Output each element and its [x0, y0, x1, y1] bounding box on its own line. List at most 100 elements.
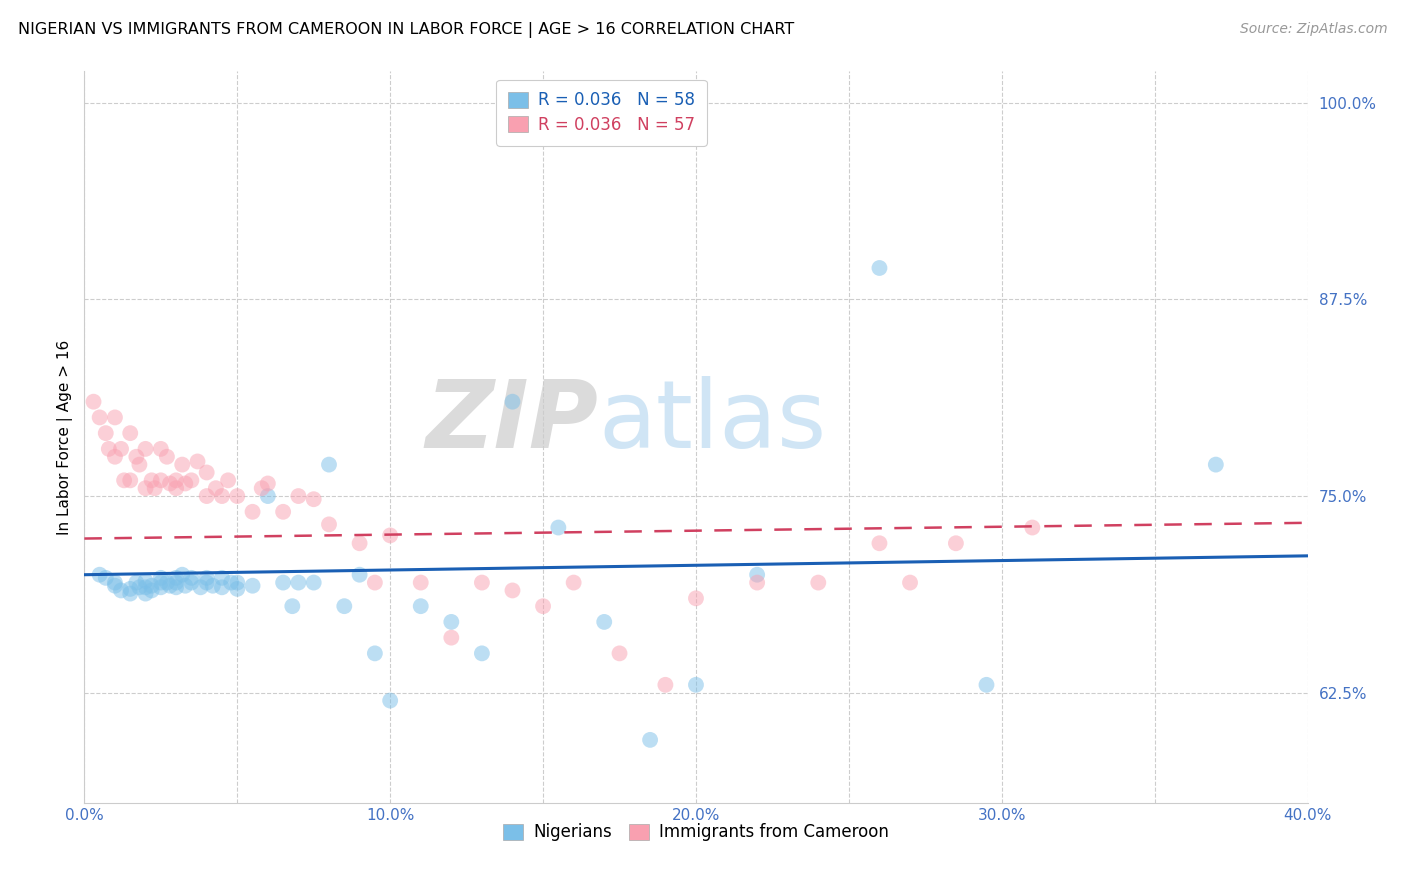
Point [135, 580, 157, 594]
Point [471, 575, 494, 590]
Point [172, 458, 194, 472]
Point [440, 631, 463, 645]
Point [195, 575, 218, 590]
Point [609, 646, 631, 660]
Point [257, 476, 280, 491]
Text: atlas: atlas [598, 376, 827, 468]
Point [547, 520, 569, 534]
Point [104, 575, 127, 590]
Point [302, 575, 325, 590]
Text: NIGERIAN VS IMMIGRANTS FROM CAMEROON IN LABOR FORCE | AGE > 16 CORRELATION CHART: NIGERIAN VS IMMIGRANTS FROM CAMEROON IN … [18, 22, 794, 38]
Point [271, 575, 294, 590]
Point [110, 442, 132, 456]
Point [190, 580, 212, 594]
Point [287, 489, 309, 503]
Point [143, 481, 166, 495]
Point [898, 575, 921, 590]
Point [593, 615, 616, 629]
Point [165, 571, 187, 585]
Point [257, 489, 280, 503]
Point [125, 450, 148, 464]
Point [165, 575, 187, 590]
Point [97, 442, 120, 456]
Point [747, 575, 769, 590]
Point [104, 450, 127, 464]
Point [120, 426, 142, 441]
Point [195, 466, 218, 480]
Point [135, 586, 157, 600]
Point [165, 473, 187, 487]
Point [976, 678, 998, 692]
Point [149, 571, 172, 585]
Point [110, 583, 132, 598]
Point [125, 575, 148, 590]
Point [211, 571, 233, 585]
Point [156, 575, 179, 590]
Point [271, 505, 294, 519]
Point [380, 693, 402, 707]
Point [1021, 520, 1043, 534]
Point [250, 481, 273, 495]
Point [205, 481, 228, 495]
Point [112, 473, 135, 487]
Point [226, 575, 249, 590]
Point [685, 678, 707, 692]
Point [747, 567, 769, 582]
Point [211, 580, 233, 594]
Point [174, 476, 197, 491]
Point [226, 582, 249, 596]
Point [83, 394, 105, 409]
Point [242, 505, 264, 519]
Point [120, 473, 142, 487]
Point [349, 536, 371, 550]
Point [318, 458, 340, 472]
Point [165, 580, 187, 594]
Text: ZIP: ZIP [425, 376, 598, 468]
Point [281, 599, 304, 614]
Point [149, 473, 172, 487]
Point [364, 575, 387, 590]
Point [409, 599, 432, 614]
Point [219, 575, 242, 590]
Point [94, 426, 117, 441]
Y-axis label: In Labor Force | Age > 16: In Labor Force | Age > 16 [58, 340, 73, 534]
Point [195, 571, 218, 585]
Point [217, 473, 239, 487]
Point [685, 591, 707, 606]
Point [471, 646, 494, 660]
Point [172, 567, 194, 582]
Point [89, 410, 111, 425]
Point [654, 678, 676, 692]
Point [180, 575, 202, 590]
Point [149, 580, 172, 594]
Text: Source: ZipAtlas.com: Source: ZipAtlas.com [1240, 22, 1388, 37]
Point [159, 579, 181, 593]
Point [141, 579, 163, 593]
Point [174, 579, 197, 593]
Point [226, 489, 249, 503]
Point [149, 442, 172, 456]
Point [287, 575, 309, 590]
Point [502, 583, 524, 598]
Point [186, 454, 208, 468]
Point [1205, 458, 1227, 472]
Point [156, 450, 179, 464]
Point [440, 615, 463, 629]
Point [135, 442, 157, 456]
Point [807, 575, 830, 590]
Point [120, 582, 142, 596]
Point [502, 394, 524, 409]
Point [135, 481, 157, 495]
Point [141, 473, 163, 487]
Point [869, 536, 891, 550]
Point [104, 579, 127, 593]
Point [945, 536, 967, 550]
Point [141, 583, 163, 598]
Point [120, 586, 142, 600]
Point [195, 489, 218, 503]
Point [94, 571, 117, 585]
Point [869, 260, 891, 275]
Legend: Nigerians, Immigrants from Cameroon: Nigerians, Immigrants from Cameroon [492, 812, 900, 853]
Point [242, 579, 264, 593]
Point [531, 599, 554, 614]
